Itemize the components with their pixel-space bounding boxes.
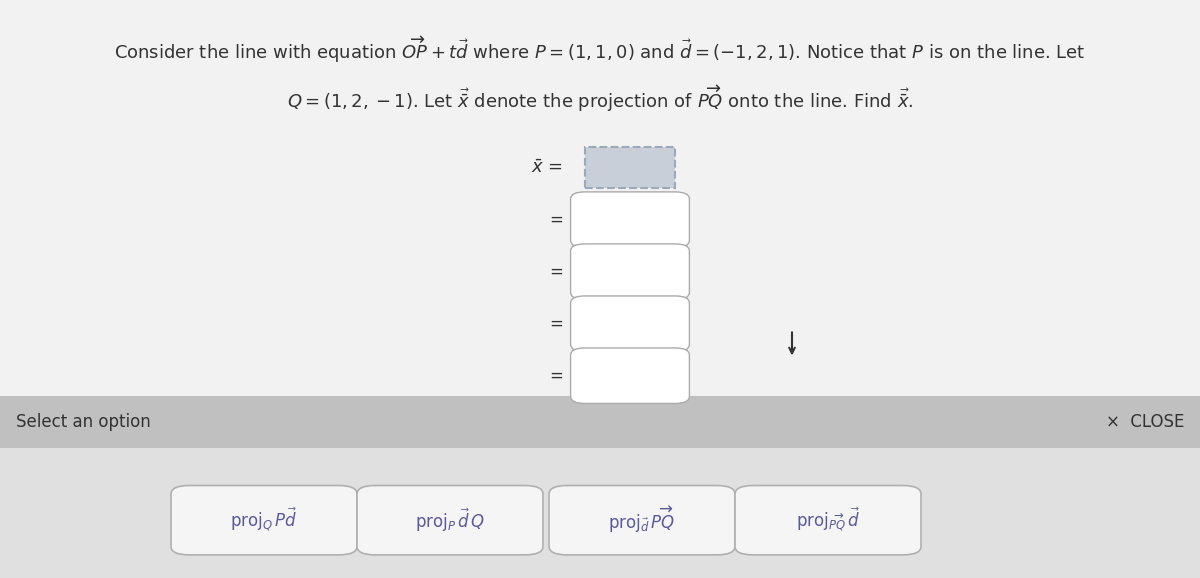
Text: proj$_P\,\vec{d}\,Q$: proj$_P\,\vec{d}\,Q$ bbox=[415, 506, 485, 534]
FancyBboxPatch shape bbox=[172, 486, 358, 555]
Text: $\bar{x}$ =: $\bar{x}$ = bbox=[532, 158, 564, 177]
FancyBboxPatch shape bbox=[586, 147, 674, 188]
FancyBboxPatch shape bbox=[0, 0, 1200, 396]
FancyBboxPatch shape bbox=[0, 448, 1200, 578]
FancyBboxPatch shape bbox=[571, 192, 689, 247]
Text: =: = bbox=[550, 210, 564, 229]
Text: =: = bbox=[550, 314, 564, 333]
Text: Consider the line with equation $\overrightarrow{OP} + t\vec{d}$ where $P = (1, : Consider the line with equation $\overri… bbox=[114, 34, 1086, 65]
Text: =: = bbox=[550, 366, 564, 385]
FancyBboxPatch shape bbox=[0, 396, 1200, 448]
FancyBboxPatch shape bbox=[358, 486, 542, 555]
Text: proj$_Q\,P\vec{d}$: proj$_Q\,P\vec{d}$ bbox=[230, 506, 298, 534]
FancyBboxPatch shape bbox=[550, 486, 734, 555]
Text: proj$_{\vec{d}}\,\overrightarrow{PQ}$: proj$_{\vec{d}}\,\overrightarrow{PQ}$ bbox=[608, 505, 676, 535]
FancyBboxPatch shape bbox=[734, 486, 922, 555]
Text: proj$_{\overrightarrow{PQ}}\,\vec{d}$: proj$_{\overrightarrow{PQ}}\,\vec{d}$ bbox=[796, 506, 860, 534]
Text: ×  CLOSE: × CLOSE bbox=[1106, 413, 1184, 431]
FancyBboxPatch shape bbox=[571, 296, 689, 351]
Text: =: = bbox=[550, 262, 564, 281]
FancyBboxPatch shape bbox=[571, 244, 689, 299]
Text: Select an option: Select an option bbox=[16, 413, 150, 431]
FancyBboxPatch shape bbox=[571, 348, 689, 403]
Text: $Q = (1, 2, -1)$. Let $\vec{\bar{x}}$ denote the projection of $\overrightarrow{: $Q = (1, 2, -1)$. Let $\vec{\bar{x}}$ de… bbox=[287, 83, 913, 114]
